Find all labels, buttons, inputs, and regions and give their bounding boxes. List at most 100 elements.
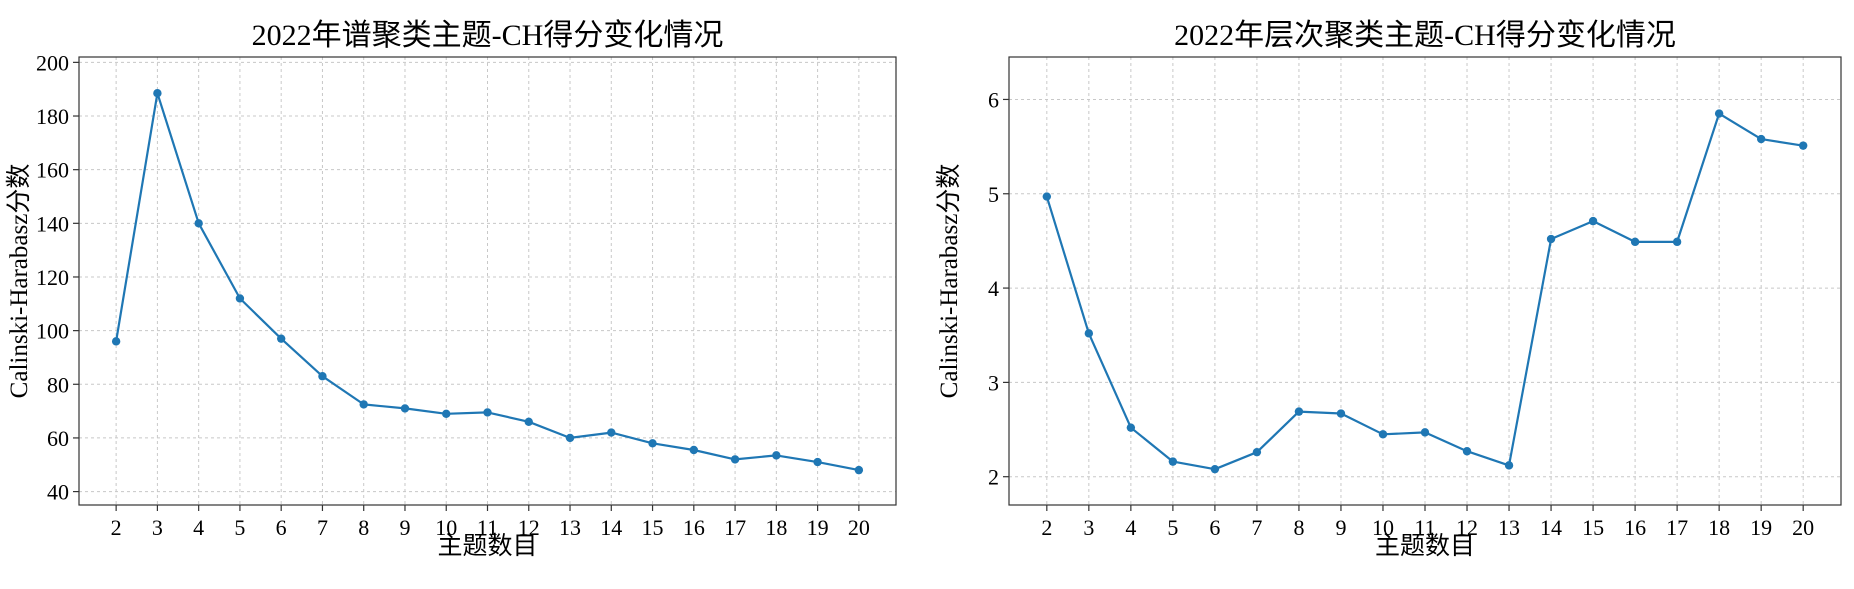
x-tick-label: 4 [193,515,204,540]
data-point [1210,464,1220,474]
data-point [235,294,245,303]
x-tick-label: 9 [399,515,410,540]
data-point [111,337,121,346]
x-tick-label: 11 [1414,515,1435,540]
data-point [1756,134,1766,144]
data-point [565,433,575,443]
x-axis-label: 主题数目 [1375,532,1475,560]
x-tick-label: 17 [1666,515,1688,540]
x-tick-label: 8 [358,515,369,540]
x-tick-label: 18 [1708,515,1730,540]
x-tick-label: 15 [642,515,664,540]
x-tick-label: 3 [152,515,163,540]
data-point [1462,447,1472,456]
data-point [276,334,286,343]
data-point [1126,423,1136,432]
x-tick-label: 6 [1209,515,1220,540]
data-point [359,400,368,409]
data-point [153,89,162,98]
data-point [1294,407,1304,416]
x-tick-label: 9 [1335,515,1346,540]
data-point [1630,237,1640,247]
data-point [1672,237,1682,247]
x-tick-label: 16 [1624,515,1646,540]
chart-title: 2022年层次聚类主题-CH得分变化情况 [1174,19,1676,52]
x-tick-label: 16 [683,515,705,540]
x-axis-label: 主题数目 [437,532,537,560]
x-tick-label: 2 [1041,515,1052,540]
x-tick-label: 5 [1167,515,1178,540]
x-tick-label: 7 [1251,515,1262,540]
x-tick-label: 15 [1582,515,1604,540]
x-tick-label: 5 [234,515,245,540]
y-axis-label: Calinski-Harabasz分数 [935,164,963,399]
data-point [1798,141,1808,150]
y-axis-label: Calinski-Harabasz分数 [5,164,33,399]
x-tick-label: 17 [724,515,746,540]
spectral-clustering-chart: 2022年谱聚类主题-CH得分变化情况 主题数目 Calinski-Haraba… [5,19,897,560]
x-tick-label: 4 [1125,515,1136,540]
data-point [318,372,327,381]
grid [79,57,896,505]
y-tick-label: 100 [36,319,69,344]
data-point [1336,409,1346,418]
y-tick-label: 200 [36,50,69,75]
data-point [854,465,864,475]
x-tick-label: 13 [559,515,581,540]
x-tick-label: 7 [317,515,328,540]
y-tick-label: 4 [988,276,999,301]
data-point [648,439,657,448]
y-tick-label: 140 [36,211,69,236]
data-point [1252,447,1262,457]
data-point [194,219,203,228]
y-tick-label: 2 [988,465,999,490]
y-tick-label: 160 [36,158,69,183]
data-point [1042,192,1052,201]
x-tick-label: 3 [1083,515,1094,540]
x-tick-label: 12 [1456,515,1478,540]
data-point [1714,109,1724,118]
x-tick-label: 18 [765,515,787,540]
x-tick-label: 12 [518,515,540,540]
x-tick-label: 19 [807,515,829,540]
x-tick-label: 10 [435,515,457,540]
data-point [1168,457,1178,466]
data-point [400,404,410,413]
x-tick-label: 2 [111,515,122,540]
data-point [524,417,533,427]
x-tick-label: 19 [1750,515,1772,540]
hierarchical-clustering-chart: 2022年层次聚类主题-CH得分变化情况 主题数目 Calinski-Harab… [935,19,1842,560]
x-tick-label: 20 [848,515,870,540]
data-point [1504,461,1514,470]
data-point [1084,329,1094,338]
data-point [689,445,699,455]
x-tick-label: 14 [600,515,622,540]
y-tick-label: 3 [988,370,999,395]
x-tick-label: 14 [1540,515,1562,540]
x-tick-label: 6 [276,515,287,540]
y-tick-label: 60 [47,426,69,451]
data-point [1588,216,1598,226]
x-tick-label: 13 [1498,515,1520,540]
y-tick-label: 6 [988,87,999,112]
x-tick-label: 20 [1792,515,1814,540]
data-point [442,409,451,418]
y-tick-label: 180 [36,104,69,129]
y-tick-label: 5 [988,182,999,207]
data-point [730,455,740,464]
x-tick-label: 10 [1372,515,1394,540]
data-point [772,451,781,460]
data-point [813,457,822,467]
y-tick-label: 80 [47,372,69,397]
data-point [607,428,616,437]
y-tick-label: 120 [36,265,69,290]
x-tick-label: 8 [1293,515,1304,540]
y-tick-label: 40 [47,480,69,505]
data-point [1420,428,1430,437]
data-point [483,408,492,417]
data-point [1546,234,1556,244]
x-tick-label: 11 [477,515,498,540]
chart-title: 2022年谱聚类主题-CH得分变化情况 [252,19,724,52]
data-point [1378,430,1388,439]
